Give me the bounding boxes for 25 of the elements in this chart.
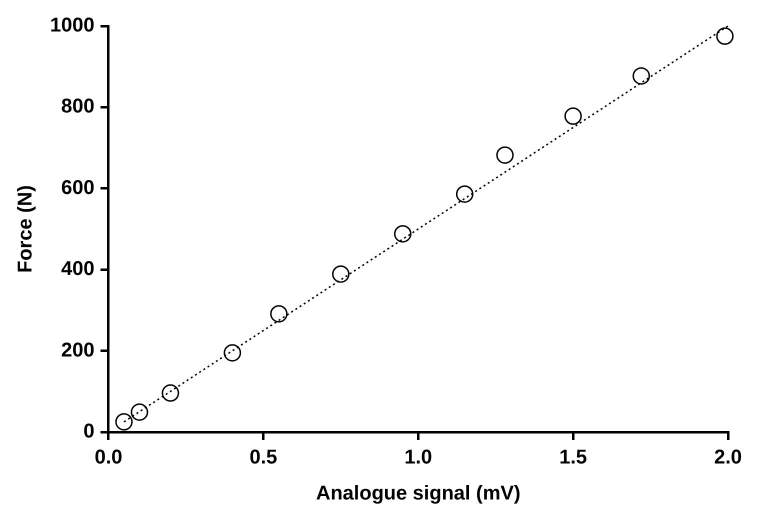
y-tick-label: 0	[83, 420, 94, 443]
x-tick-label: 1.0	[404, 446, 432, 469]
point	[632, 67, 650, 85]
point	[270, 305, 288, 323]
x-tick-label: 2.0	[714, 446, 742, 469]
y-tick-label: 200	[61, 339, 94, 362]
point	[456, 185, 474, 203]
point	[162, 384, 180, 402]
x-tick-label: 0.5	[249, 446, 278, 469]
x-tick-label: 0.0	[94, 446, 122, 469]
point	[332, 265, 350, 283]
point	[224, 344, 242, 362]
point	[130, 403, 148, 421]
point	[496, 146, 514, 164]
y-tick-label: 600	[61, 176, 94, 199]
point	[564, 107, 582, 125]
point	[115, 413, 133, 431]
point	[716, 27, 734, 45]
y-axis-title: Force (N)	[14, 185, 37, 273]
y-tick-label: 400	[61, 258, 94, 280]
point	[394, 225, 412, 243]
x-axis-title: Analogue signal (mV)	[316, 482, 520, 505]
x-tick-label: 1.5	[559, 446, 588, 469]
y-tick-label: 1000	[50, 14, 94, 37]
y-tick-label: 800	[61, 96, 94, 118]
